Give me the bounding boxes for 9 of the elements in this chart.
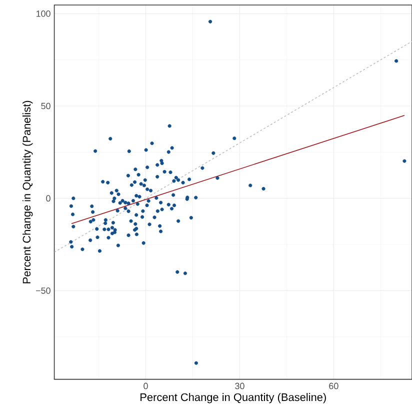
x-tick-label: 30 bbox=[234, 382, 244, 390]
y-tick-label: 50 bbox=[40, 102, 50, 110]
y-tick-label: −50 bbox=[36, 287, 50, 294]
x-tick-label: 0 bbox=[143, 382, 148, 390]
y-tick-label: 100 bbox=[36, 10, 50, 17]
x-tick-label: 60 bbox=[328, 382, 338, 390]
y-tick-label: 0 bbox=[46, 195, 50, 202]
x-axis-title: Percent Change in Quantity (Baseline) bbox=[140, 393, 326, 404]
y-axis-title: Percent Change in Quantity (Panelist) bbox=[22, 100, 33, 284]
